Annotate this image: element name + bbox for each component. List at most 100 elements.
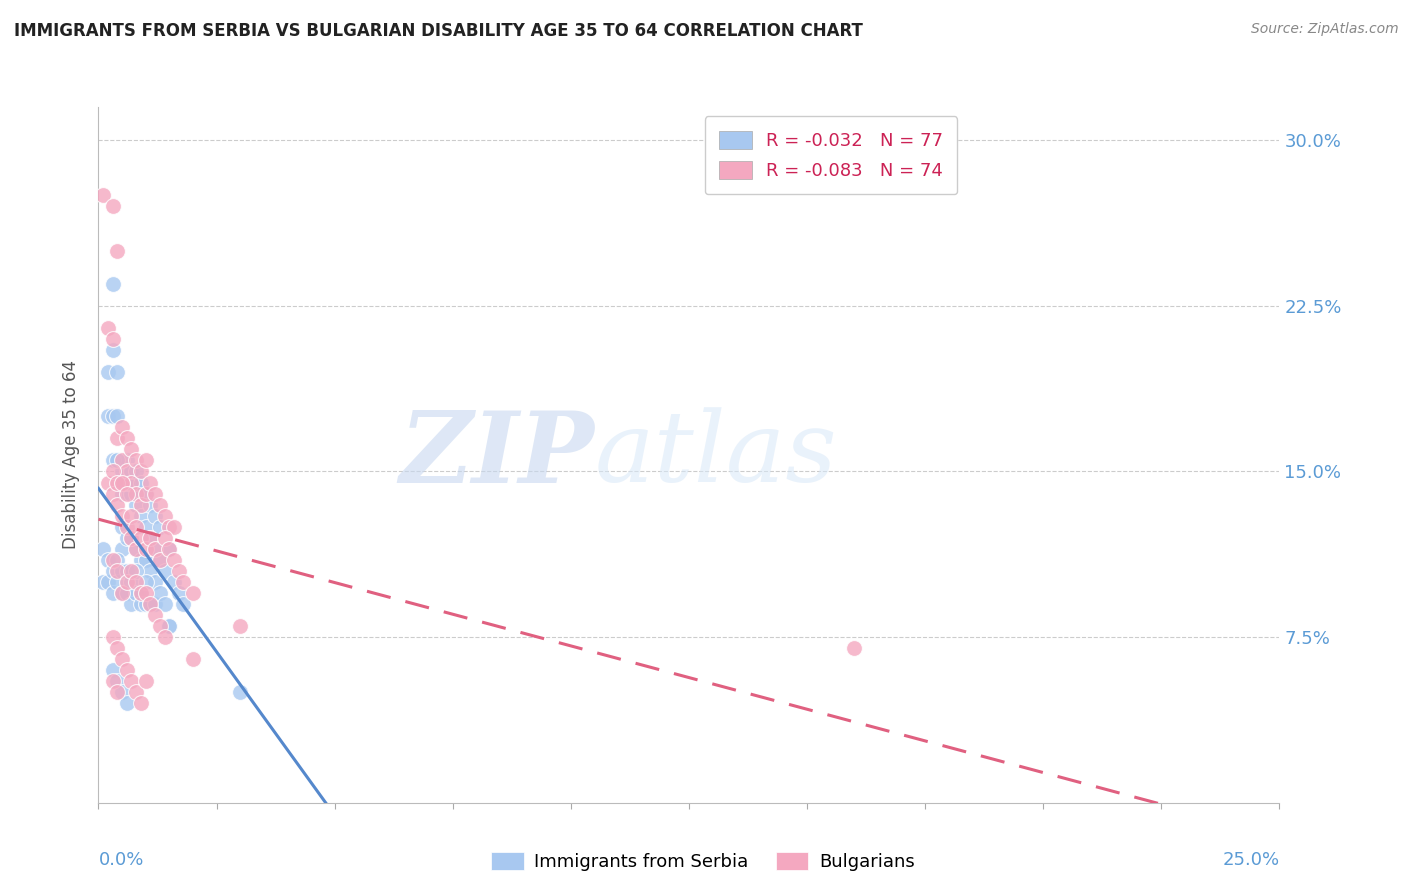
Point bbox=[97, 553, 120, 567]
Point bbox=[125, 564, 148, 578]
Point bbox=[129, 553, 152, 567]
Point bbox=[101, 199, 124, 213]
Point bbox=[105, 453, 128, 467]
Point bbox=[143, 574, 166, 589]
Point bbox=[105, 685, 128, 699]
Point bbox=[115, 453, 138, 467]
Point bbox=[167, 586, 190, 600]
Point bbox=[135, 674, 157, 689]
Point bbox=[129, 597, 152, 611]
Point bbox=[129, 475, 152, 490]
Point bbox=[115, 574, 138, 589]
Point bbox=[143, 608, 166, 623]
Point bbox=[125, 685, 148, 699]
Point bbox=[135, 586, 157, 600]
Point bbox=[111, 586, 134, 600]
Point bbox=[111, 541, 134, 556]
Point bbox=[105, 553, 128, 567]
Point bbox=[157, 541, 180, 556]
Point bbox=[125, 453, 148, 467]
Point bbox=[139, 564, 162, 578]
Point bbox=[111, 420, 134, 434]
Point bbox=[105, 564, 128, 578]
Point bbox=[125, 486, 148, 500]
Point bbox=[129, 498, 152, 512]
Point bbox=[105, 674, 128, 689]
Point bbox=[163, 553, 186, 567]
Point bbox=[129, 697, 152, 711]
Point bbox=[125, 475, 148, 490]
Point bbox=[153, 564, 176, 578]
Point bbox=[101, 465, 124, 479]
Point bbox=[143, 597, 166, 611]
Point bbox=[143, 541, 166, 556]
Point bbox=[125, 541, 148, 556]
Point bbox=[105, 641, 128, 656]
Legend: R = -0.032   N = 77, R = -0.083   N = 74: R = -0.032 N = 77, R = -0.083 N = 74 bbox=[704, 116, 957, 194]
Point bbox=[121, 574, 143, 589]
Point bbox=[153, 531, 176, 545]
Point bbox=[135, 453, 157, 467]
Point bbox=[121, 465, 143, 479]
Point bbox=[167, 564, 190, 578]
Point bbox=[139, 498, 162, 512]
Point bbox=[172, 597, 194, 611]
Point bbox=[135, 574, 157, 589]
Point bbox=[121, 465, 143, 479]
Point bbox=[105, 574, 128, 589]
Point bbox=[111, 486, 134, 500]
Point bbox=[129, 586, 152, 600]
Point bbox=[149, 519, 172, 533]
Point bbox=[157, 619, 180, 633]
Point bbox=[115, 465, 138, 479]
Point bbox=[135, 519, 157, 533]
Point bbox=[91, 541, 114, 556]
Point bbox=[111, 508, 134, 523]
Point bbox=[129, 531, 152, 545]
Point bbox=[121, 486, 143, 500]
Point bbox=[105, 475, 128, 490]
Point bbox=[115, 519, 138, 533]
Point bbox=[101, 674, 124, 689]
Point bbox=[115, 531, 138, 545]
Point bbox=[121, 564, 143, 578]
Point bbox=[135, 597, 157, 611]
Point bbox=[149, 553, 172, 567]
Point bbox=[111, 519, 134, 533]
Text: atlas: atlas bbox=[595, 408, 837, 502]
Point bbox=[139, 597, 162, 611]
Point bbox=[129, 586, 152, 600]
Point bbox=[105, 409, 128, 424]
Point bbox=[125, 465, 148, 479]
Point bbox=[91, 188, 114, 202]
Point bbox=[149, 553, 172, 567]
Point bbox=[125, 519, 148, 533]
Point bbox=[121, 597, 143, 611]
Point bbox=[121, 531, 143, 545]
Point bbox=[111, 475, 134, 490]
Point bbox=[115, 564, 138, 578]
Point bbox=[143, 486, 166, 500]
Text: ZIP: ZIP bbox=[399, 407, 595, 503]
Y-axis label: Disability Age 35 to 64: Disability Age 35 to 64 bbox=[62, 360, 80, 549]
Text: 0.0%: 0.0% bbox=[98, 851, 143, 870]
Point bbox=[181, 652, 204, 666]
Point bbox=[135, 541, 157, 556]
Point bbox=[139, 475, 162, 490]
Point bbox=[163, 574, 186, 589]
Point bbox=[157, 519, 180, 533]
Point bbox=[157, 619, 180, 633]
Point bbox=[121, 442, 143, 457]
Point bbox=[153, 597, 176, 611]
Point bbox=[125, 586, 148, 600]
Point bbox=[105, 365, 128, 379]
Point bbox=[111, 453, 134, 467]
Point bbox=[105, 244, 128, 258]
Point bbox=[101, 553, 124, 567]
Point bbox=[172, 574, 194, 589]
Point bbox=[135, 553, 157, 567]
Point bbox=[111, 465, 134, 479]
Point bbox=[115, 663, 138, 677]
Point bbox=[111, 652, 134, 666]
Point bbox=[149, 586, 172, 600]
